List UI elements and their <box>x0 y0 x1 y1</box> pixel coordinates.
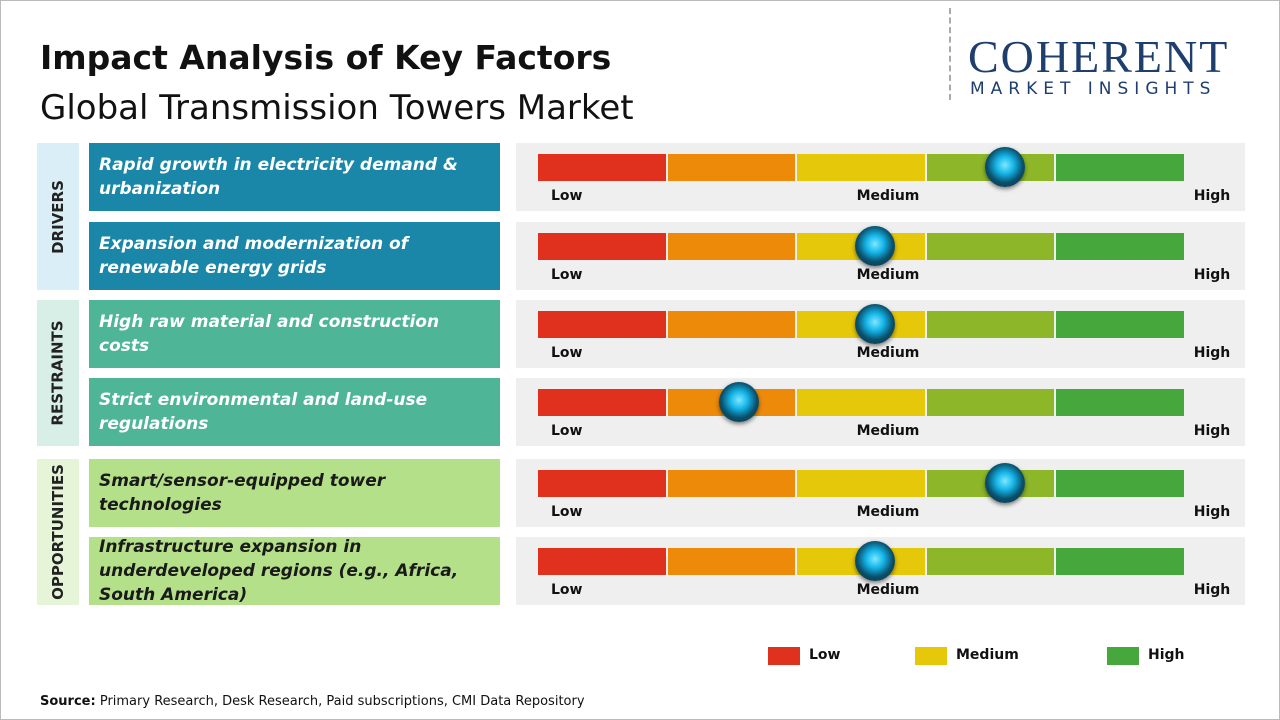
scale-label: Medium <box>856 345 920 361</box>
group-side: OPPORTUNITIES <box>37 459 79 605</box>
scale-label: Medium <box>856 423 920 439</box>
logo-tagline: MARKET INSIGHTS <box>970 79 1217 99</box>
factor-label: Expansion and modernization of renewable… <box>89 222 500 290</box>
impact-knob <box>984 147 1025 187</box>
scale-label: High <box>1193 504 1231 520</box>
scale-segment <box>1056 470 1184 497</box>
group-side: DRIVERS <box>37 143 79 290</box>
scale-label: High <box>1193 582 1231 598</box>
legend-label: Low <box>809 647 841 663</box>
legend-label: Medium <box>956 647 1019 663</box>
scale-label: Low <box>551 345 583 361</box>
legend-label: High <box>1148 647 1185 663</box>
group-name: OPPORTUNITIES <box>49 464 67 600</box>
scale-segment <box>926 233 1055 260</box>
scale-segment <box>1056 233 1184 260</box>
scale-label: High <box>1193 267 1231 283</box>
scale-segment <box>667 233 796 260</box>
factor-label: Rapid growth in electricity demand & urb… <box>89 143 500 211</box>
scale-segment <box>926 389 1055 416</box>
source: Source: Primary Research, Desk Research,… <box>40 694 585 709</box>
scale-segment <box>538 548 666 575</box>
impact-knob <box>718 382 759 422</box>
scale-label: Low <box>551 582 583 598</box>
scale-label: High <box>1193 345 1231 361</box>
scale-segment <box>797 389 925 416</box>
impact-knob <box>984 463 1025 503</box>
impact-knob <box>854 226 895 266</box>
legend-swatch <box>768 647 800 665</box>
subtitle: Global Transmission Towers Market <box>40 88 634 128</box>
scale-segment <box>538 233 666 260</box>
scale-segment <box>538 311 666 338</box>
scale-segment <box>797 470 925 497</box>
group-name: DRIVERS <box>49 179 68 254</box>
scale-segment <box>538 470 666 497</box>
title: Impact Analysis of Key Factors <box>40 38 612 77</box>
scale-label: High <box>1193 423 1231 439</box>
legend-swatch <box>1107 647 1139 665</box>
scale-segment <box>926 311 1055 338</box>
group-name: RESTRAINTS <box>49 320 68 426</box>
scale-label: Medium <box>856 188 920 204</box>
scale-label: Medium <box>856 504 920 520</box>
scale-segment <box>1056 311 1184 338</box>
impact-knob <box>854 541 895 581</box>
source-label: Source: <box>40 694 96 709</box>
factor-label: Smart/sensor-equipped tower technologies <box>89 459 500 527</box>
scale-segment <box>1056 389 1184 416</box>
scale-segment <box>667 548 796 575</box>
scale-segment <box>926 548 1055 575</box>
scale-segment <box>797 154 925 181</box>
scale-segment <box>667 470 796 497</box>
factor-label: Infrastructure expansion in underdevelop… <box>89 537 500 605</box>
impact-knob <box>854 304 895 344</box>
source-text: Primary Research, Desk Research, Paid su… <box>99 694 585 709</box>
scale-segment <box>667 311 796 338</box>
scale-segment <box>1056 548 1184 575</box>
scale-segment <box>538 154 666 181</box>
scale-label: Medium <box>856 582 920 598</box>
factor-label: High raw material and construction costs <box>89 300 500 368</box>
scale-segment <box>667 154 796 181</box>
scale-segment <box>1056 154 1184 181</box>
scale-label: High <box>1193 188 1231 204</box>
group-side: RESTRAINTS <box>37 300 79 446</box>
divider <box>949 8 951 100</box>
scale-segment <box>538 389 666 416</box>
legend-swatch <box>915 647 947 665</box>
factor-label: Strict environmental and land-use regula… <box>89 378 500 446</box>
scale-label: Low <box>551 423 583 439</box>
scale-label: Medium <box>856 267 920 283</box>
scale-label: Low <box>551 188 583 204</box>
scale-label: Low <box>551 504 583 520</box>
logo-name: COHERENT <box>968 31 1230 82</box>
scale-label: Low <box>551 267 583 283</box>
